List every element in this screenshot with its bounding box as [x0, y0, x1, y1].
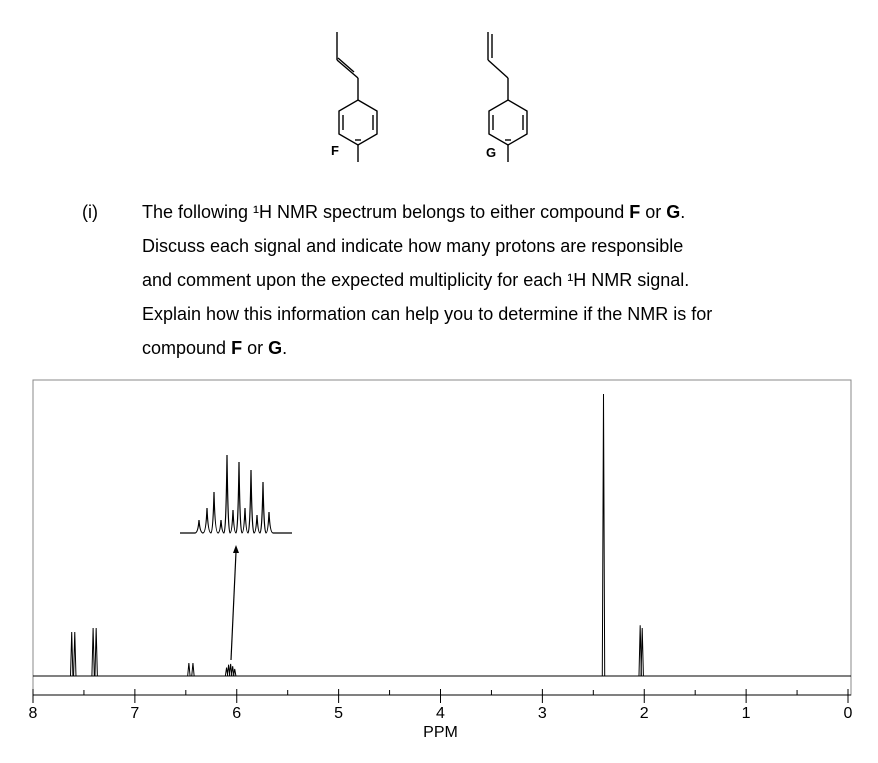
nmr-peak [191, 662, 195, 677]
nmr-peak [94, 628, 98, 677]
x-axis-label: PPM [423, 724, 458, 741]
text-segment: . [282, 338, 287, 358]
multiplet-inset [180, 454, 292, 534]
structure-label: G [486, 145, 496, 160]
question-line: compound F or G. [142, 338, 287, 358]
question-text: The following ¹H NMR spectrum belongs to… [142, 202, 712, 358]
text-segment: G [268, 338, 282, 358]
text-segment: or [242, 338, 268, 358]
spectrum-frame [32, 379, 852, 696]
arrow [230, 551, 237, 661]
structure-label: F [331, 143, 339, 158]
x-tick-label: 1 [742, 705, 751, 722]
text-segment: and comment upon the expected multiplici… [142, 270, 689, 290]
structure-g [487, 32, 528, 162]
x-tick-label: 4 [436, 705, 445, 722]
x-tick-label: 2 [640, 705, 649, 722]
nmr-peak [70, 631, 74, 677]
text-segment: G [666, 202, 680, 222]
nmr-peak [187, 662, 191, 677]
nmr-peak [230, 666, 235, 677]
question-line: and comment upon the expected multiplici… [142, 270, 689, 290]
question-number: (i) [82, 202, 98, 222]
nmr-peak [73, 631, 77, 677]
question-line: Explain how this information can help yo… [142, 304, 712, 324]
text-segment: Discuss each signal and indicate how man… [142, 236, 683, 256]
x-tick-label: 8 [29, 705, 38, 722]
text-segment: . [680, 202, 685, 222]
spectrum: 8 7 6 5 4 3 2 1 0 PPM [29, 393, 853, 741]
text-segment: F [231, 338, 242, 358]
text-segment: or [640, 202, 666, 222]
text-segment: Explain how this information can help yo… [142, 304, 712, 324]
nmr-peak [91, 628, 95, 677]
text-segment: F [629, 202, 640, 222]
x-tick-label: 6 [232, 705, 241, 722]
x-tick-label: 7 [130, 705, 139, 722]
nmr-peak [640, 628, 644, 677]
x-tick-label: 5 [334, 705, 343, 722]
question-line: Discuss each signal and indicate how man… [142, 236, 683, 256]
structure-f [336, 32, 378, 162]
arrow-head [233, 545, 239, 553]
x-tick-label: 0 [844, 705, 853, 722]
nmr-peak [233, 668, 237, 677]
text-segment: The following ¹H NMR spectrum belongs to… [142, 202, 629, 222]
x-tick-label: 3 [538, 705, 547, 722]
question-line: The following ¹H NMR spectrum belongs to… [142, 202, 685, 222]
nmr-peak [601, 393, 606, 677]
text-segment: compound [142, 338, 231, 358]
nmr-peak [228, 663, 233, 677]
